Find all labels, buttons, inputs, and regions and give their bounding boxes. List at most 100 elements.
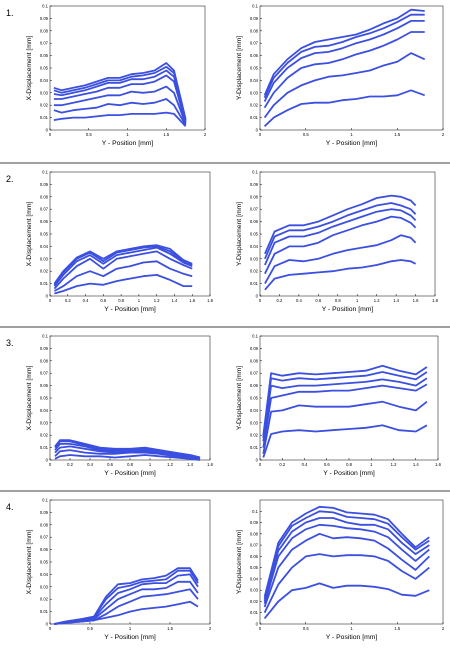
y-tick-label: 0.06	[250, 219, 259, 224]
y-axis-label: X-Displacement [mm]	[26, 201, 33, 266]
series-line-2	[262, 400, 428, 454]
x-tick-label: 1.4	[393, 298, 399, 303]
x-tick-label: 0	[259, 298, 262, 303]
chart-1: 0 0.01 0.02 0.03 0.04 0.05 0.06 0.07 0.08 0.09 0.1…	[26, 4, 207, 148]
series-line-2	[53, 260, 193, 292]
y-tick-label: 0.04	[40, 572, 49, 577]
x-tick-label: 1	[149, 462, 152, 467]
x-tick-label: 1.2	[154, 298, 160, 303]
x-axis-label: Y - Position [mm]	[104, 634, 156, 641]
plot-area	[259, 499, 444, 625]
x-tick-label: 1.5	[394, 626, 400, 631]
series-line-6	[263, 8, 425, 96]
series-line-1	[54, 454, 201, 461]
series-line-1	[53, 111, 187, 127]
series-line-4	[262, 377, 428, 442]
y-tick-label: 0	[46, 128, 49, 133]
y-tick-label: 0.04	[250, 576, 259, 581]
chart-7: 0 0.01 0.02 0.03 0.04 0.05 0.06 0.07 0.08 0.09 0.1…	[26, 498, 212, 642]
y-tick-label: 0.08	[40, 28, 49, 33]
series-line-6	[53, 65, 187, 121]
y-tick-label: 0.1	[252, 334, 258, 339]
x-tick-label: 1	[370, 462, 373, 467]
x-axis-label: Y - Position [mm]	[102, 140, 154, 147]
x-tick-label: 1.5	[167, 626, 173, 631]
y-axis-label: Y-Displacement [mm]	[236, 36, 243, 100]
y-tick-label: 0	[46, 458, 49, 463]
x-axis-label: Y - Position [mm]	[322, 306, 374, 313]
x-tick-label: 0.8	[118, 298, 124, 303]
x-tick-label: 1	[350, 626, 353, 631]
series-line-3	[263, 532, 430, 608]
x-tick-label: 0.8	[346, 462, 352, 467]
y-tick-label: 0.07	[40, 207, 49, 212]
y-tick-label: 0.05	[250, 396, 259, 401]
x-tick-label: 0.6	[100, 298, 106, 303]
x-tick-label: 1	[138, 298, 141, 303]
x-tick-label: 0.6	[107, 462, 113, 467]
series-line-3	[53, 250, 193, 290]
series-line-2	[263, 553, 430, 614]
series-line-3	[264, 215, 417, 275]
panel-label: 2.	[6, 174, 14, 184]
series-line-2	[53, 98, 187, 126]
y-tick-label: 0.09	[40, 16, 49, 21]
x-tick-label: 0.4	[87, 462, 93, 467]
series-line-3	[53, 85, 187, 125]
y-tick-label: 0.02	[40, 597, 49, 602]
y-tick-label: 0.08	[40, 358, 49, 363]
x-tick-label: 0.4	[296, 298, 302, 303]
chart-3: 0 0.01 0.02 0.03 0.04 0.05 0.06 0.07 0.08 0.09 0.1…	[26, 170, 214, 314]
x-tick-label: 0.8	[127, 462, 133, 467]
y-tick-label: 0.01	[40, 115, 49, 120]
y-axis-label: Y-Displacement [mm]	[236, 530, 243, 594]
x-tick-label: 1.8	[432, 298, 438, 303]
y-tick-label: 0.08	[250, 194, 259, 199]
y-tick-label: 0.01	[250, 281, 259, 286]
y-tick-label: 0.01	[250, 445, 259, 450]
x-tick-label: 0	[49, 462, 52, 467]
x-tick-label: 0.5	[303, 626, 309, 631]
series-line-5	[263, 13, 425, 99]
y-tick-label: 0.09	[250, 182, 259, 187]
x-tick-label: 1.2	[374, 298, 380, 303]
y-tick-label: 0	[256, 294, 259, 299]
y-tick-label: 0.05	[250, 66, 259, 71]
x-tick-label: 0.5	[303, 132, 309, 137]
y-tick-label: 0.05	[40, 66, 49, 71]
panel-label: 3.	[6, 338, 14, 348]
x-tick-label: 1.6	[435, 462, 441, 467]
series-line-4	[264, 208, 417, 266]
y-tick-label: 0	[256, 458, 259, 463]
x-tick-label: 1.2	[167, 462, 173, 467]
y-tick-label: 0.06	[40, 53, 49, 58]
y-tick-label: 0.03	[40, 90, 49, 95]
series-line-5	[53, 69, 187, 122]
y-tick-label: 0.01	[40, 445, 49, 450]
series-line-1	[54, 273, 193, 295]
y-tick-label: 0.1	[42, 498, 48, 503]
x-tick-label: 0	[49, 626, 52, 631]
y-tick-label: 0.09	[40, 182, 49, 187]
plot-area	[259, 171, 436, 297]
y-tick-label: 0.05	[250, 232, 259, 237]
x-tick-label: 2	[209, 626, 212, 631]
y-tick-label: 0.04	[250, 408, 259, 413]
x-tick-label: 1.4	[413, 462, 419, 467]
x-axis-label: Y - Position [mm]	[104, 470, 156, 477]
y-tick-label: 0.1	[252, 170, 258, 175]
y-tick-label: 0.03	[40, 584, 49, 589]
y-tick-label: 0.05	[40, 232, 49, 237]
x-axis-label: Y - Position [mm]	[104, 306, 156, 313]
y-tick-label: 0.02	[40, 433, 49, 438]
x-tick-label: 1.6	[207, 462, 213, 467]
x-tick-label: 1.5	[163, 132, 169, 137]
x-tick-label: 0	[49, 298, 52, 303]
y-tick-label: 0.06	[40, 383, 49, 388]
series-line-3	[263, 31, 425, 109]
x-tick-label: 1.2	[391, 462, 397, 467]
y-tick-label: 0.1	[252, 4, 258, 9]
x-tick-label: 1	[350, 132, 353, 137]
x-tick-label: 0.2	[67, 462, 73, 467]
